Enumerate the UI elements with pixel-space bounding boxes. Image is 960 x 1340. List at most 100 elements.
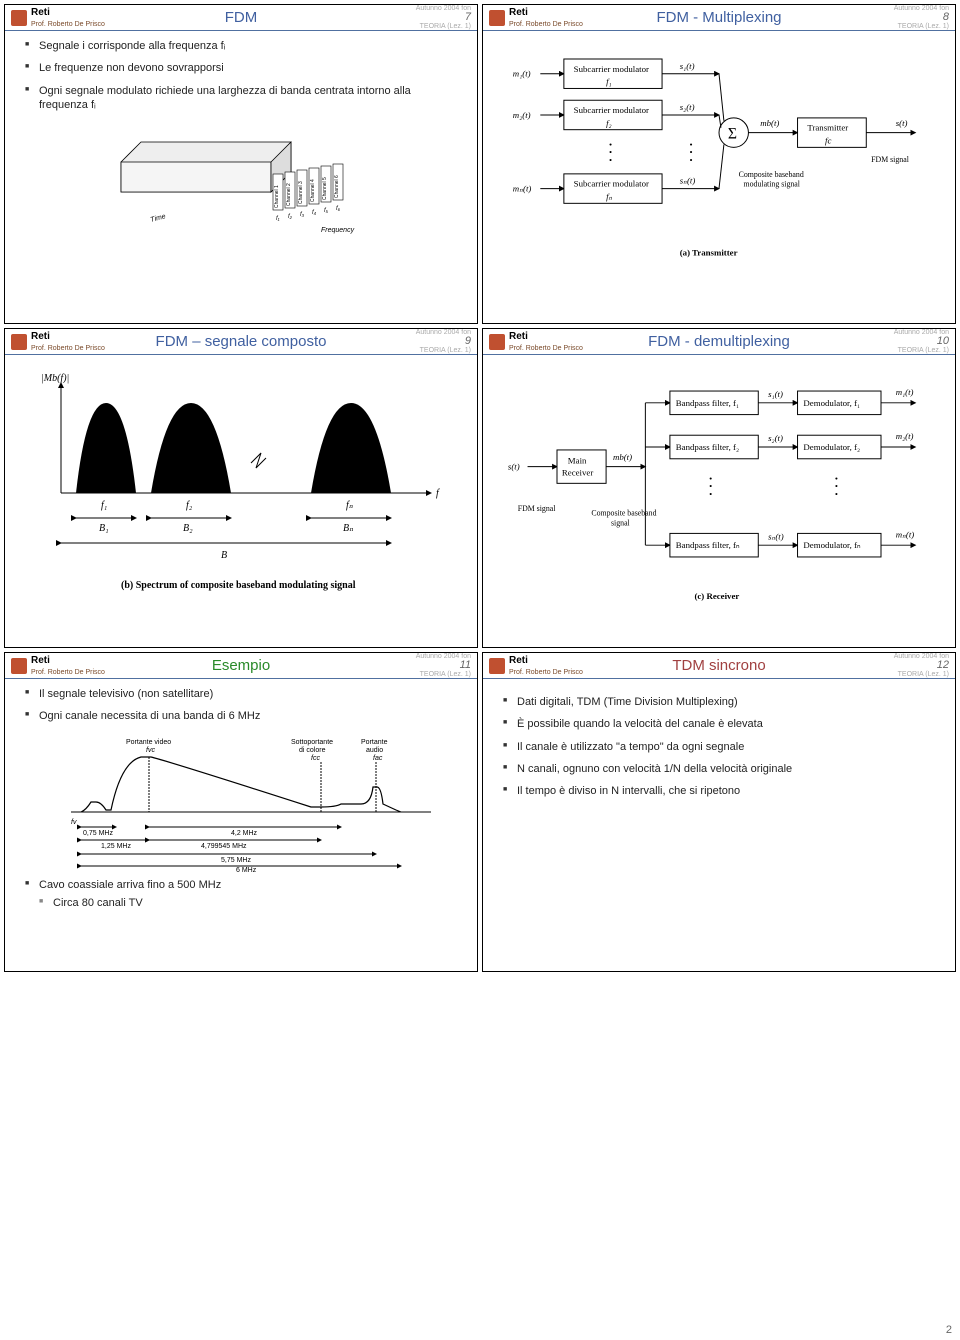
- svg-text:Subcarrier modulator: Subcarrier modulator: [574, 105, 649, 115]
- svg-text:s₂(t): s₂(t): [680, 102, 695, 112]
- svg-text:B: B: [221, 550, 227, 561]
- svg-text:signal: signal: [611, 519, 631, 528]
- bullet: Cavo coassiale arriva fino a 500 MHz Cir…: [25, 878, 457, 911]
- logo-text: Reti: [509, 7, 528, 18]
- logo: RetiProf. Roberto De Prisco: [489, 7, 583, 29]
- footer-label: TEORIA (Lez. 1): [420, 23, 471, 30]
- svg-text:(a) Transmitter: (a) Transmitter: [680, 247, 738, 257]
- slide-number: 11: [460, 660, 471, 671]
- svg-text:Σ: Σ: [728, 126, 737, 143]
- svg-text:mb(t): mb(t): [760, 118, 779, 128]
- svg-text:Subcarrier modulator: Subcarrier modulator: [574, 179, 649, 189]
- bullet: Il canale è utilizzato "a tempo" da ogni…: [503, 740, 935, 754]
- axis-freq: Frequency: [321, 227, 355, 234]
- slide-number: 9: [465, 336, 471, 347]
- svg-text:m₂(t): m₂(t): [513, 110, 531, 120]
- svg-text:f₁: f₁: [606, 77, 612, 87]
- bullet: Il tempo è diviso in N intervalli, che s…: [503, 784, 935, 798]
- svg-text:fₙ: fₙ: [606, 191, 612, 201]
- svg-text:m₁(t): m₁(t): [896, 387, 914, 397]
- slide-8: RetiProf. Roberto De Prisco Autunno 2004…: [482, 4, 956, 324]
- bullet: È possibile quando la velocità del canal…: [503, 717, 935, 731]
- footer-label: TEORIA (Lez. 1): [420, 671, 471, 678]
- svg-text:B₁: B₁: [99, 523, 109, 534]
- footer-label: TEORIA (Lez. 1): [898, 347, 949, 354]
- slide-header: Reti Prof. Roberto De Prisco Autunno 2004…: [483, 329, 955, 355]
- svg-text:fvc: fvc: [146, 747, 155, 754]
- svg-text:f₃: f₃: [300, 212, 305, 218]
- svg-text:•: •: [709, 489, 712, 499]
- logo-subtitle: Prof. Roberto De Prisco: [509, 669, 583, 676]
- svg-text:mₙ(t): mₙ(t): [513, 184, 532, 194]
- logo-icon: [11, 658, 27, 674]
- svg-text:Demodulator, fₙ: Demodulator, fₙ: [803, 540, 861, 550]
- svg-text:Demodulator, f₂: Demodulator, f₂: [803, 442, 860, 452]
- slide-title: FDM – segnale composto: [156, 333, 327, 350]
- svg-text:s₁(t): s₁(t): [680, 61, 695, 71]
- svg-text:Main: Main: [568, 456, 587, 466]
- slide-7: Reti Prof. Roberto De Prisco Autunno 2004…: [4, 4, 478, 324]
- svg-text:s(t): s(t): [508, 462, 520, 472]
- svg-text:sₙ(t): sₙ(t): [768, 531, 784, 541]
- svg-text:fcc: fcc: [311, 755, 320, 762]
- slide-number: 12: [937, 660, 949, 671]
- logo-icon: [11, 10, 27, 26]
- slide-12: Reti Prof. Roberto De Prisco Autunno 2004…: [482, 652, 956, 972]
- slide-header: Reti Prof. Roberto De Prisco Autunno 2004…: [483, 653, 955, 679]
- svg-text:Channel 2: Channel 2: [286, 183, 292, 206]
- logo: Reti Prof. Roberto De Prisco: [489, 655, 583, 677]
- term-label: Autunno 2004 fon: [416, 5, 471, 12]
- svg-text:fv: fv: [71, 819, 77, 826]
- logo-text: Reti: [31, 7, 50, 18]
- slide-header: RetiProf. Roberto De Prisco Autunno 2004…: [5, 329, 477, 355]
- header-right: Autunno 2004 fon 12 TEORIA (Lez. 1): [894, 653, 949, 678]
- logo-subtitle: Prof. Roberto De Prisco: [509, 345, 583, 352]
- svg-text:mₙ(t): mₙ(t): [896, 529, 915, 539]
- term-label: Autunno 2004 fon: [894, 5, 949, 12]
- header-right: Autunno 2004 fon 10 TEORIA (Lez. 1): [894, 329, 949, 354]
- tv-spectrum-diagram: Portante videofvc Sottoportantedi colore…: [35, 732, 447, 872]
- svg-text:4,799545 MHz: 4,799545 MHz: [201, 843, 247, 850]
- svg-text:mb(t): mb(t): [613, 452, 632, 462]
- logo-subtitle: Prof. Roberto De Prisco: [31, 345, 105, 352]
- svg-text:modulating signal: modulating signal: [744, 180, 801, 189]
- logo-icon: [489, 658, 505, 674]
- svg-text:Channel 3: Channel 3: [298, 181, 304, 204]
- term-label: Autunno 2004 fon: [416, 329, 471, 336]
- slide-number: 10: [937, 336, 949, 347]
- svg-text:Channel 1: Channel 1: [274, 185, 280, 208]
- logo-icon: [11, 334, 27, 350]
- bullet: Ogni canale necessita di una banda di 6 …: [25, 709, 457, 723]
- logo: Reti Prof. Roberto De Prisco: [489, 331, 583, 353]
- svg-text:fₙ: fₙ: [346, 500, 353, 511]
- svg-text:di colore: di colore: [299, 747, 326, 754]
- slide-title: TDM sincrono: [672, 657, 765, 674]
- slide-number: 8: [943, 12, 949, 23]
- svg-text:Sottoportante: Sottoportante: [291, 739, 333, 746]
- slide-title: FDM - demultiplexing: [648, 333, 790, 350]
- svg-text:f: f: [436, 488, 440, 499]
- svg-text:f₂: f₂: [186, 500, 193, 511]
- svg-text:fac: fac: [373, 755, 383, 762]
- logo-subtitle: Prof. Roberto De Prisco: [31, 21, 105, 28]
- footer-label: TEORIA (Lez. 1): [898, 671, 949, 678]
- header-right: Autunno 2004 fon 9 TEORIA (Lez. 1): [416, 329, 471, 354]
- bullet: Le frequenze non devono sovrapporsi: [25, 61, 457, 75]
- bullet: N canali, ognuno con velocità 1/N della …: [503, 762, 935, 776]
- svg-text:•: •: [609, 155, 612, 165]
- bullet: Ogni segnale modulato richiede una largh…: [25, 84, 457, 113]
- svg-text:B₂: B₂: [183, 523, 193, 534]
- slide-title: FDM: [225, 9, 258, 26]
- svg-text:Channel 4: Channel 4: [310, 179, 316, 202]
- logo-text: Reti: [509, 331, 528, 342]
- slide-header: Reti Prof. Roberto De Prisco Autunno 2004…: [5, 5, 477, 31]
- svg-text:s₁(t): s₁(t): [768, 389, 783, 399]
- svg-text:f₂: f₂: [606, 118, 612, 128]
- bullet: Il segnale televisivo (non satellitare): [25, 687, 457, 701]
- bullet: Dati digitali, TDM (Time Division Multip…: [503, 695, 935, 709]
- svg-text:Portante: Portante: [361, 739, 388, 746]
- slide-body: Dati digitali, TDM (Time Division Multip…: [483, 679, 955, 814]
- logo-text: Reti: [509, 655, 528, 666]
- svg-text:s(t): s(t): [896, 118, 908, 128]
- header-right: Autunno 2004 fon 8 TEORIA (Lez. 1): [894, 5, 949, 30]
